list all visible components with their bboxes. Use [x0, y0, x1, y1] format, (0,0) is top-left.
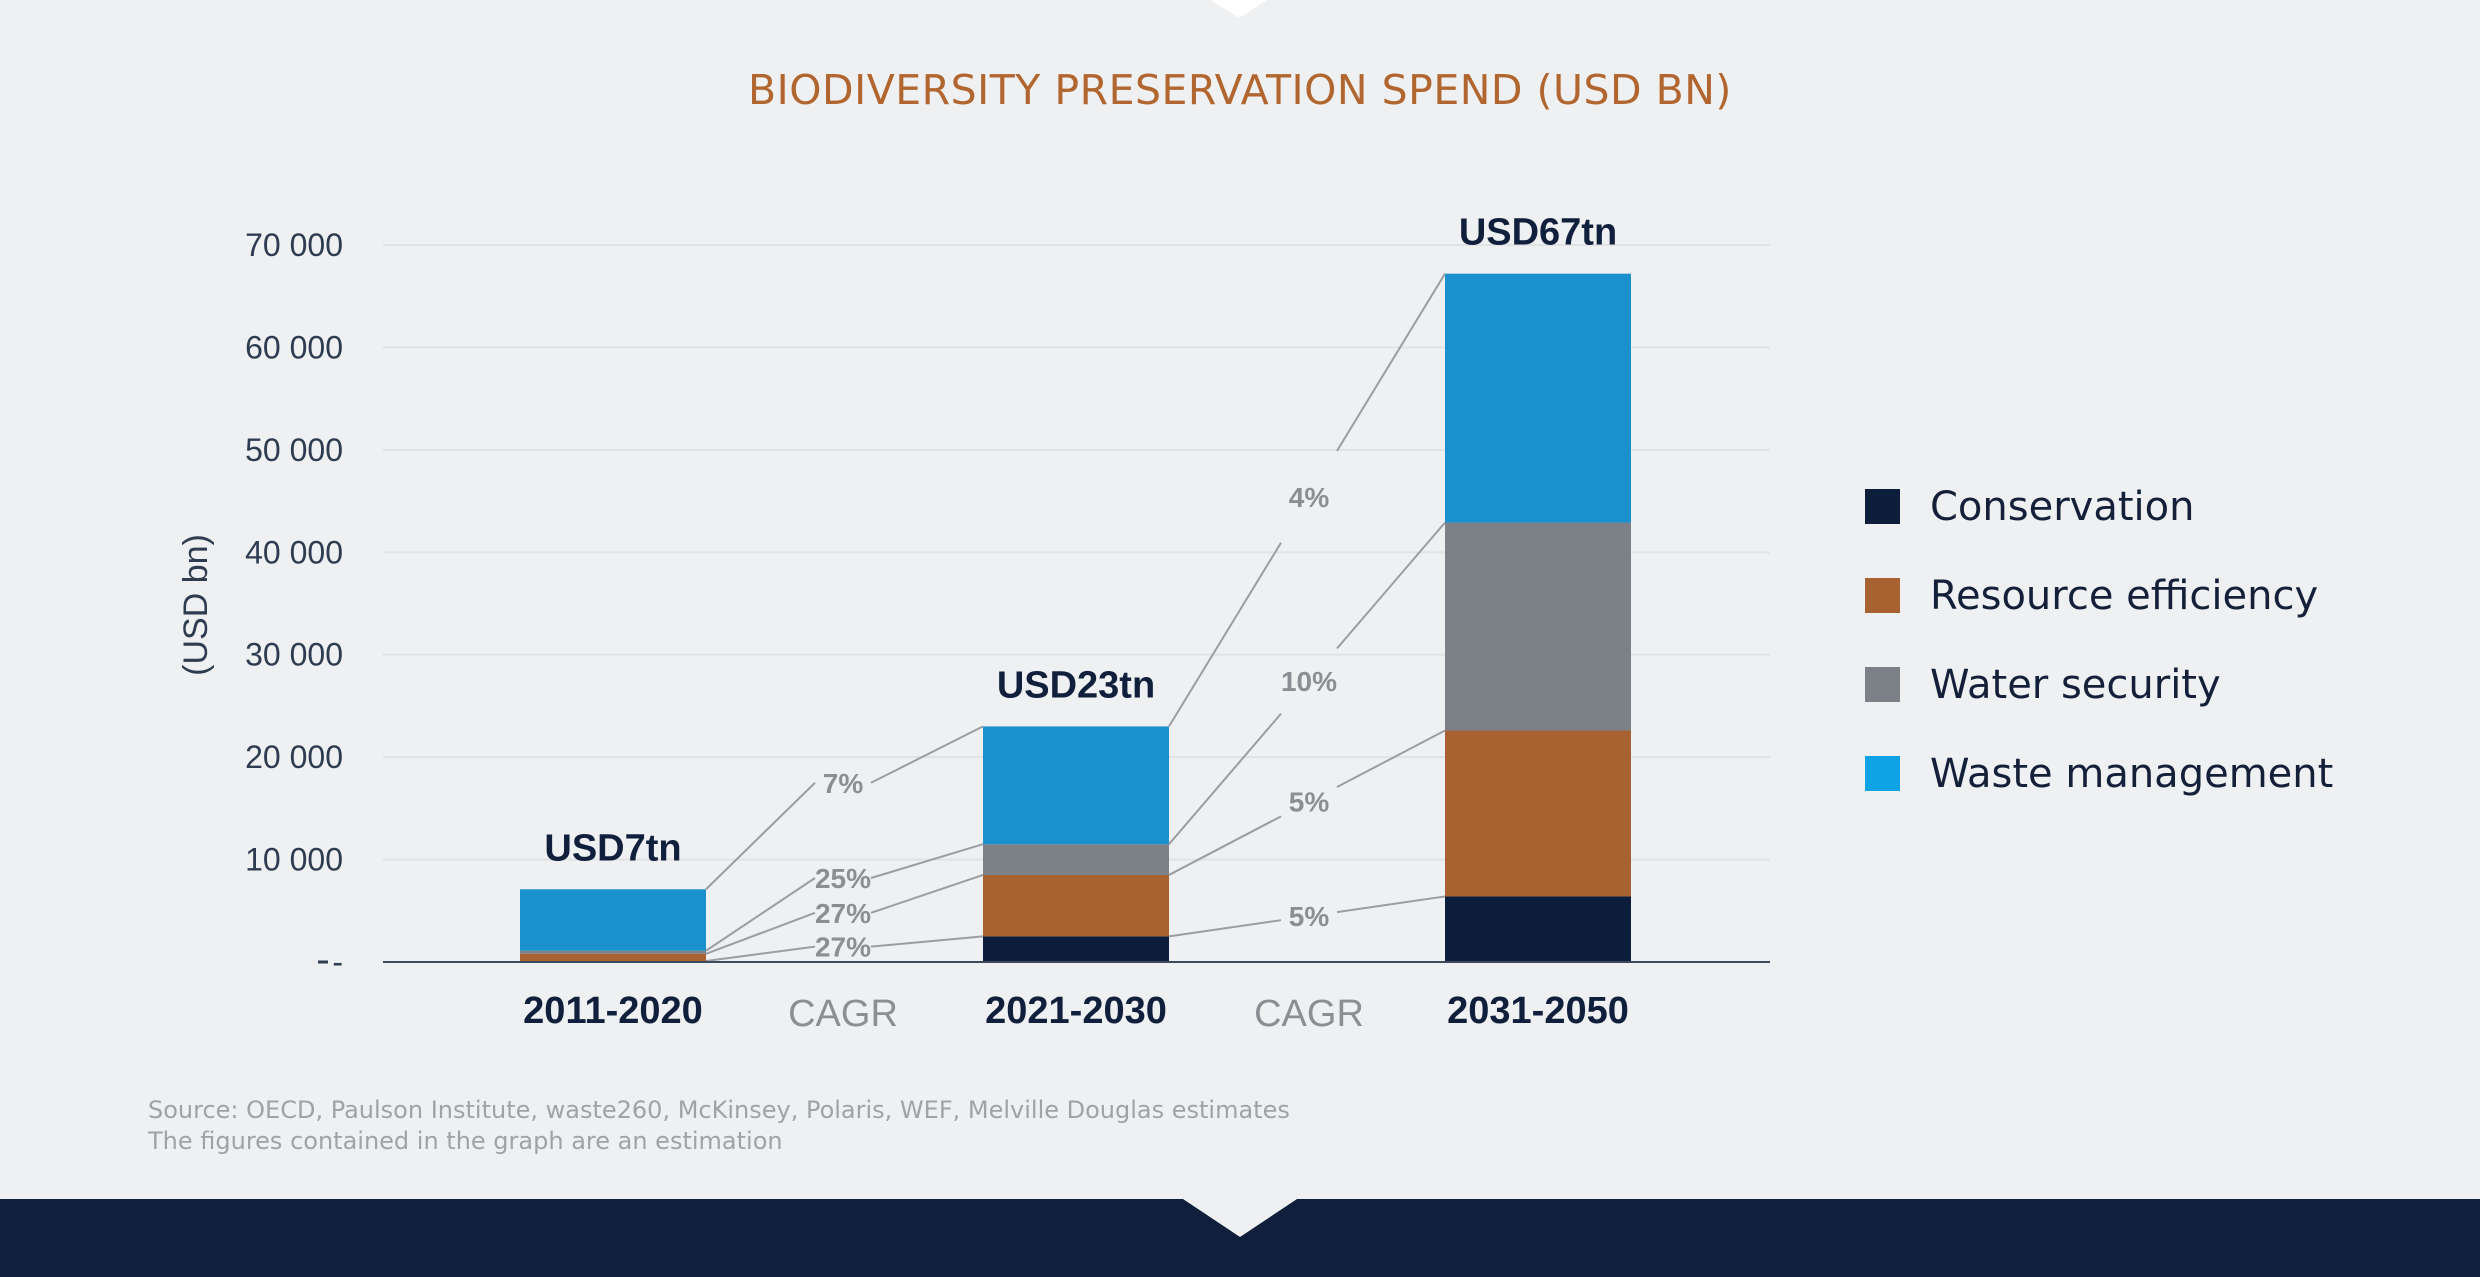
bar-resource-efficiency-2031-2050	[1445, 730, 1631, 897]
legend-label-waste-management: Waste management	[1930, 750, 2334, 797]
total-label-2011-2020: USD7tn	[544, 827, 681, 869]
legend-swatch-water-security	[1865, 667, 1900, 702]
bars	[520, 273, 1631, 962]
legend-item-water-security: Water security	[1865, 640, 2333, 729]
cagr-connector-1-resource-efficiency-a	[705, 911, 816, 955]
bar-resource-efficiency-2011-2020	[520, 953, 706, 961]
cagr-rate-1-water-security: 25%	[815, 863, 871, 894]
y-tick-label-60000: 60 000	[245, 329, 343, 365]
total-label-2021-2030: USD23tn	[997, 664, 1155, 706]
y-axis-label: (USD bn)	[177, 534, 215, 676]
cagr-connector-2-waste-management-b	[1336, 273, 1446, 452]
total-label-2031-2050: USD67tn	[1459, 212, 1617, 254]
cagr-connector-1-conservation-a	[705, 945, 816, 962]
legend: Conservation Resource efficiency Water s…	[1865, 462, 2333, 818]
cagr-connector-2-water-security-a	[1168, 713, 1282, 845]
cagr-connector-1-water-security-a	[705, 877, 816, 952]
cagr-connector-1-resource-efficiency-b	[870, 873, 984, 914]
legend-swatch-conservation	[1865, 489, 1900, 524]
legend-label-conservation: Conservation	[1930, 483, 2195, 530]
cagr-rate-2-conservation: 5%	[1289, 901, 1330, 932]
y-tick-label-30000: 30 000	[245, 637, 343, 673]
legend-label-water-security: Water security	[1930, 661, 2221, 708]
cagr-connector-2-waste-management-a	[1168, 542, 1282, 727]
bar-waste-management-2011-2020	[520, 889, 706, 951]
cagr-label-2: CAGR	[1254, 993, 1364, 1035]
cagr-connector-2-conservation-b	[1336, 895, 1446, 914]
y-tick-label-20000: 20 000	[245, 739, 343, 775]
x-category-label-2031-2050: 2031-2050	[1447, 990, 1629, 1032]
legend-item-conservation: Conservation	[1865, 462, 2333, 551]
legend-item-waste-management: Waste management	[1865, 729, 2333, 818]
bar-water-security-2031-2050	[1445, 522, 1631, 731]
labels: - 10 000 20 000 30 000 40 000 50 000 60 000 70 …	[177, 212, 1629, 1035]
cagr-connector-2-resource-efficiency-b	[1336, 729, 1446, 788]
cagr-rate-1-conservation: 27%	[815, 932, 871, 963]
note-line: The figures contained in the graph are a…	[148, 1127, 783, 1155]
cagr-connector-2-water-security-b	[1336, 521, 1446, 650]
bar-waste-management-2021-2030	[983, 726, 1169, 845]
cagr-connector-1-water-security-b	[870, 843, 984, 879]
bar-water-security-2011-2020	[520, 950, 706, 954]
legend-label-resource-efficiency: Resource efficiency	[1930, 572, 2319, 619]
cagr-rate-1-waste-management: 7%	[823, 768, 864, 799]
y-tick-label-70000: 70 000	[245, 227, 343, 263]
x-category-label-2011-2020: 2011-2020	[523, 990, 703, 1032]
bottom-notch	[1183, 1199, 1297, 1237]
cagr-rate-2-water-security: 10%	[1281, 666, 1337, 697]
cagr-connector-1-waste-management-a	[705, 782, 816, 890]
y-tick-label-40000: 40 000	[245, 534, 343, 570]
legend-swatch-waste-management	[1865, 756, 1900, 791]
top-notch	[1211, 0, 1267, 18]
cagr-connector-2-resource-efficiency-a	[1168, 815, 1282, 876]
bar-resource-efficiency-2021-2030	[983, 874, 1169, 937]
bar-conservation-2021-2030	[983, 936, 1169, 962]
y-tick-label-50000: 50 000	[245, 432, 343, 468]
cagr-rate-1-resource-efficiency: 27%	[815, 898, 871, 929]
bar-conservation-2031-2050	[1445, 896, 1631, 962]
cagr-rate-2-resource-efficiency: 5%	[1289, 787, 1330, 818]
x-category-label-2021-2030: 2021-2030	[985, 990, 1167, 1032]
y-tick-label-0: -	[332, 944, 343, 980]
bar-water-security-2021-2030	[983, 844, 1169, 875]
cagr-rate-2-waste-management: 4%	[1289, 482, 1330, 513]
cagr-connectors	[705, 273, 1446, 962]
source-notes: Source: OECD, Paulson Institute, waste26…	[148, 1095, 1290, 1157]
cagr-label-1: CAGR	[788, 993, 898, 1035]
chart-title: BIODIVERSITY PRESERVATION SPEND (USD BN)	[748, 66, 1732, 114]
cagr-connector-1-conservation-b	[870, 935, 984, 948]
legend-swatch-resource-efficiency	[1865, 578, 1900, 613]
y-tick-label-10000: 10 000	[245, 842, 343, 878]
cagr-connector-2-conservation-a	[1168, 919, 1282, 938]
source-line: Source: OECD, Paulson Institute, waste26…	[148, 1096, 1290, 1124]
cagr-connector-1-waste-management-b	[870, 725, 984, 784]
bar-waste-management-2031-2050	[1445, 273, 1631, 523]
legend-item-resource-efficiency: Resource efficiency	[1865, 551, 2333, 640]
